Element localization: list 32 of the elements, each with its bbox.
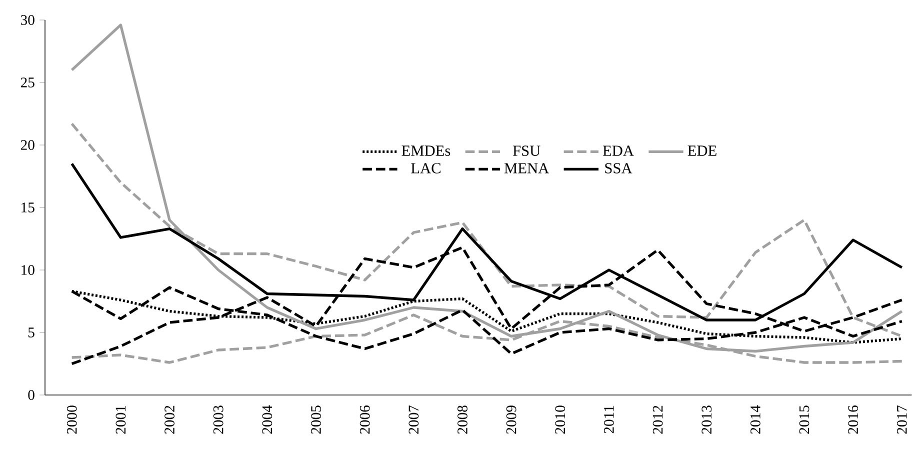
x-tick-label: 2000 — [66, 406, 77, 434]
x-tick-label: 2005 — [311, 406, 321, 434]
x-tick-label: 2009 — [506, 406, 516, 434]
y-tick-label: 20 — [20, 140, 34, 150]
x-tick-label: 2015 — [799, 406, 810, 434]
y-tick-label: 15 — [22, 202, 34, 212]
x-tick-label: 2012 — [652, 406, 663, 434]
y-tick-label: 30 — [21, 15, 34, 25]
x-tick-label: 2016 — [848, 405, 858, 434]
y-tick-label: 10 — [22, 265, 34, 275]
legend-label: MENA — [504, 163, 550, 174]
legend-label: EMDEs — [402, 146, 450, 156]
x-tick-label: 2006 — [360, 405, 370, 434]
x-tick-label: 2001 — [116, 406, 126, 434]
x-tick-label: 2011 — [604, 406, 614, 434]
x-tick-label: 2004 — [262, 405, 272, 434]
x-tick-label: 2003 — [213, 406, 224, 434]
legend-label: EDE — [688, 146, 716, 156]
x-tick-label: 2002 — [164, 406, 174, 434]
x-tick-label: 2008 — [458, 406, 468, 434]
y-tick-label: 5 — [28, 328, 34, 338]
legend-label: LAC — [411, 163, 440, 174]
x-tick-label: 2017 — [896, 405, 907, 434]
legend-label: EDA — [602, 146, 634, 156]
x-tick-label: 2014 — [750, 405, 760, 434]
y-tick-label: 0 — [28, 390, 34, 400]
legend-label: SSA — [605, 163, 632, 174]
x-tick-label: 2007 — [408, 405, 419, 434]
y-tick-label: 25 — [20, 78, 34, 88]
x-tick-label: 2013 — [702, 406, 712, 434]
x-tick-label: 2010 — [555, 406, 566, 434]
legend-label: FSU — [512, 146, 540, 156]
